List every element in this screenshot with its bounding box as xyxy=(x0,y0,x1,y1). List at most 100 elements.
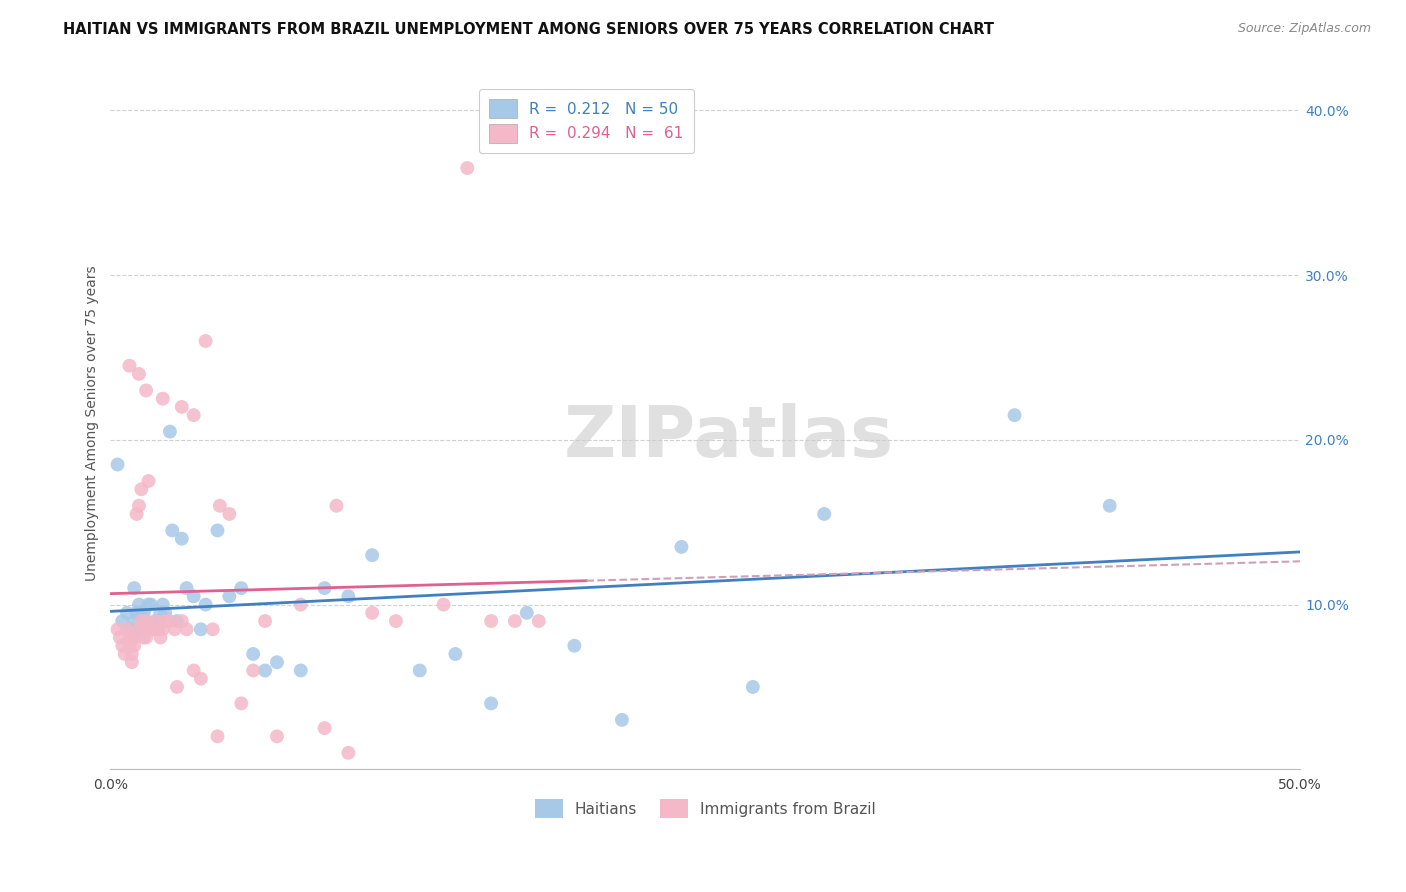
Point xyxy=(671,540,693,554)
Point xyxy=(118,631,141,645)
Point xyxy=(138,598,160,612)
Point xyxy=(444,647,467,661)
Point xyxy=(152,598,174,612)
Point xyxy=(610,713,633,727)
Text: Source: ZipAtlas.com: Source: ZipAtlas.com xyxy=(1237,22,1371,36)
Point xyxy=(122,639,145,653)
Point xyxy=(149,631,172,645)
Point xyxy=(146,622,169,636)
Point xyxy=(115,622,138,636)
Point xyxy=(266,655,288,669)
Text: HAITIAN VS IMMIGRANTS FROM BRAZIL UNEMPLOYMENT AMONG SENIORS OVER 75 YEARS CORRE: HAITIAN VS IMMIGRANTS FROM BRAZIL UNEMPL… xyxy=(63,22,994,37)
Point xyxy=(290,598,312,612)
Point xyxy=(135,614,157,628)
Point xyxy=(153,614,176,628)
Point xyxy=(254,614,277,628)
Point xyxy=(183,664,205,678)
Point xyxy=(118,622,141,636)
Point xyxy=(131,606,153,620)
Point xyxy=(153,606,176,620)
Point xyxy=(135,614,157,628)
Point xyxy=(125,507,148,521)
Point xyxy=(121,631,143,645)
Point xyxy=(564,639,586,653)
Point xyxy=(138,622,160,636)
Point xyxy=(194,598,217,612)
Point xyxy=(118,359,141,373)
Point xyxy=(325,499,347,513)
Point xyxy=(190,622,212,636)
Point xyxy=(125,606,148,620)
Point xyxy=(1004,408,1026,422)
Point xyxy=(201,622,224,636)
Point xyxy=(115,606,138,620)
Point xyxy=(111,614,134,628)
Point xyxy=(170,532,193,546)
Point xyxy=(139,622,162,636)
Point xyxy=(108,631,131,645)
Point xyxy=(432,598,454,612)
Point xyxy=(163,622,186,636)
Point xyxy=(118,639,141,653)
Point xyxy=(231,581,253,595)
Point xyxy=(242,664,264,678)
Point xyxy=(170,614,193,628)
Point xyxy=(361,548,384,562)
Point xyxy=(813,507,835,521)
Point xyxy=(166,614,188,628)
Point xyxy=(266,730,288,744)
Point xyxy=(456,161,478,175)
Point xyxy=(176,622,198,636)
Point xyxy=(337,746,360,760)
Point xyxy=(183,408,205,422)
Point xyxy=(152,622,174,636)
Point xyxy=(135,384,157,398)
Point xyxy=(135,631,157,645)
Point xyxy=(152,392,174,406)
Point xyxy=(159,425,181,439)
Point xyxy=(142,622,165,636)
Point xyxy=(207,524,229,538)
Point xyxy=(218,507,240,521)
Point xyxy=(132,631,155,645)
Point xyxy=(162,524,184,538)
Point xyxy=(145,614,167,628)
Point xyxy=(131,622,153,636)
Point xyxy=(139,598,162,612)
Point xyxy=(128,622,150,636)
Point xyxy=(149,606,172,620)
Point xyxy=(176,581,198,595)
Point xyxy=(121,647,143,661)
Point xyxy=(142,622,165,636)
Point xyxy=(111,639,134,653)
Point xyxy=(314,581,336,595)
Point xyxy=(170,400,193,414)
Point xyxy=(107,622,129,636)
Y-axis label: Unemployment Among Seniors over 75 years: Unemployment Among Seniors over 75 years xyxy=(86,266,100,582)
Point xyxy=(337,590,360,604)
Text: ZIPatlas: ZIPatlas xyxy=(564,402,894,472)
Point xyxy=(194,334,217,348)
Point xyxy=(166,680,188,694)
Point xyxy=(183,590,205,604)
Point xyxy=(479,697,502,711)
Point xyxy=(207,730,229,744)
Point xyxy=(128,499,150,513)
Point xyxy=(131,614,153,628)
Point xyxy=(479,614,502,628)
Point xyxy=(190,672,212,686)
Point xyxy=(122,581,145,595)
Point xyxy=(128,367,150,381)
Legend: Haitians, Immigrants from Brazil: Haitians, Immigrants from Brazil xyxy=(529,793,882,824)
Point xyxy=(122,631,145,645)
Point xyxy=(138,474,160,488)
Point xyxy=(242,647,264,661)
Point xyxy=(128,598,150,612)
Point xyxy=(146,614,169,628)
Point xyxy=(145,614,167,628)
Point xyxy=(741,680,763,694)
Point xyxy=(290,664,312,678)
Point xyxy=(107,458,129,472)
Point xyxy=(122,614,145,628)
Point xyxy=(114,647,136,661)
